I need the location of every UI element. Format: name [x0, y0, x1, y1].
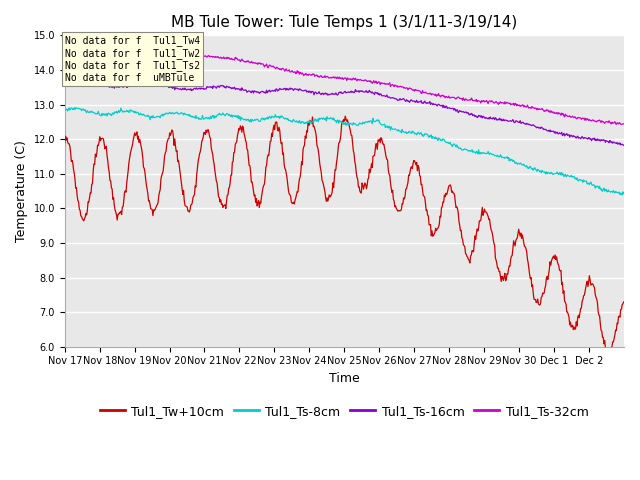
Y-axis label: Temperature (C): Temperature (C) [15, 140, 28, 242]
Legend: Tul1_Tw+10cm, Tul1_Ts-8cm, Tul1_Ts-16cm, Tul1_Ts-32cm: Tul1_Tw+10cm, Tul1_Ts-8cm, Tul1_Ts-16cm,… [95, 400, 593, 423]
X-axis label: Time: Time [329, 372, 360, 385]
Title: MB Tule Tower: Tule Temps 1 (3/1/11-3/19/14): MB Tule Tower: Tule Temps 1 (3/1/11-3/19… [171, 15, 517, 30]
Text: No data for f  Tul1_Tw4
No data for f  Tul1_Tw2
No data for f  Tul1_Ts2
No data : No data for f Tul1_Tw4 No data for f Tul… [65, 36, 200, 83]
